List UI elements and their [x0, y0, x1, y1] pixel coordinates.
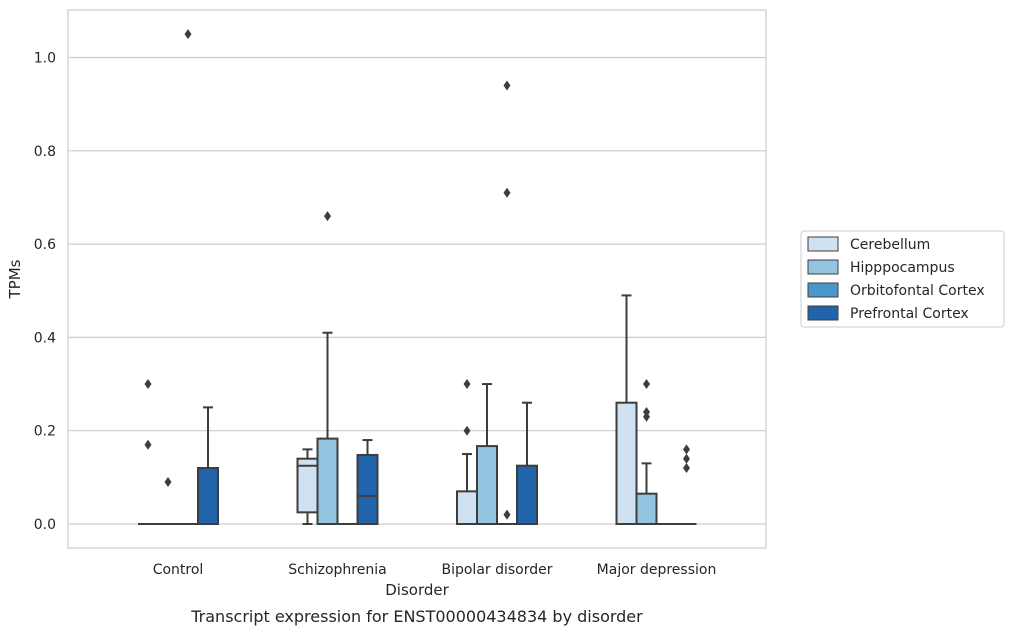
box-series	[138, 29, 697, 526]
box-body	[197, 467, 219, 525]
box-prefrontal-cortex	[676, 444, 697, 525]
box-body	[296, 457, 319, 514]
box-cerebellum	[615, 294, 638, 525]
x-tick-label: Schizophrenia	[288, 562, 386, 578]
y-tick-labels: 0.0 0.2 0.4 0.6 0.8 1.0	[34, 51, 56, 534]
x-tick-labels: Control Schizophrenia Bipolar disorder Majo…	[153, 562, 717, 578]
legend-label: Cerebellum	[850, 237, 930, 253]
box-body	[635, 492, 658, 525]
legend: Cerebellum Hipppocampus Orbitofontal Corte…	[800, 230, 1005, 328]
x-tick-label: Bipolar disorder	[441, 562, 552, 578]
box-body	[476, 445, 498, 526]
x-tick-label: Major depression	[597, 562, 717, 578]
box-body	[356, 453, 379, 526]
box-prefrontal-cortex	[516, 401, 538, 525]
y-axis-label: TPMs	[6, 259, 24, 299]
box-hipppocampus	[635, 379, 658, 525]
plot-area-frame	[67, 9, 767, 549]
outlier-point	[503, 509, 511, 520]
legend-swatch	[807, 259, 839, 275]
outlier-point	[164, 477, 172, 488]
box-body	[615, 401, 638, 525]
box-prefrontal-cortex	[356, 439, 379, 526]
y-tick-label: 0.6	[34, 237, 56, 253]
x-axis-label: Disorder	[385, 581, 449, 599]
box-cerebellum	[456, 379, 478, 525]
outlier-point	[683, 463, 690, 474]
outlier-point	[144, 379, 152, 390]
x-tick-label: Control	[153, 562, 204, 578]
legend-swatch	[807, 305, 839, 321]
legend-swatch	[807, 236, 839, 252]
box-hipppocampus	[316, 211, 339, 525]
box-hipppocampus	[476, 383, 498, 526]
y-tick-label: 0.4	[34, 330, 56, 346]
outlier-point	[324, 211, 331, 222]
y-tick-label: 0.0	[34, 517, 56, 533]
box-orbitofontal-cortex	[178, 29, 198, 525]
y-tick-label: 1.0	[34, 51, 56, 67]
outlier-point	[683, 453, 690, 464]
legend-swatch	[807, 282, 839, 298]
legend-label: Orbitofontal Cortex	[850, 283, 985, 299]
legend-frame	[800, 230, 1005, 328]
outlier-point	[643, 411, 650, 422]
box-body	[516, 464, 538, 525]
outlier-point	[503, 187, 511, 198]
box-cerebellum	[138, 379, 158, 525]
outlier-point	[463, 379, 471, 390]
y-tick-label: 0.2	[34, 424, 56, 440]
legend-label: Prefrontal Cortex	[850, 306, 969, 322]
outlier-point	[144, 439, 152, 450]
box-hipppocampus	[158, 477, 178, 525]
box-cerebellum	[296, 448, 319, 525]
outlier-point	[683, 444, 690, 455]
box-prefrontal-cortex	[197, 406, 219, 525]
outlier-point	[503, 80, 511, 91]
outlier-point	[463, 425, 471, 436]
box-orbitofontal-cortex	[497, 80, 517, 525]
chart-caption: Transcript expression for ENST0000043483…	[190, 607, 643, 626]
y-tick-label: 0.8	[34, 144, 56, 160]
box-body	[316, 437, 339, 525]
legend-label: Hipppocampus	[850, 260, 955, 276]
outlier-point	[643, 379, 650, 390]
box-body	[456, 490, 478, 525]
outlier-point	[184, 29, 192, 40]
